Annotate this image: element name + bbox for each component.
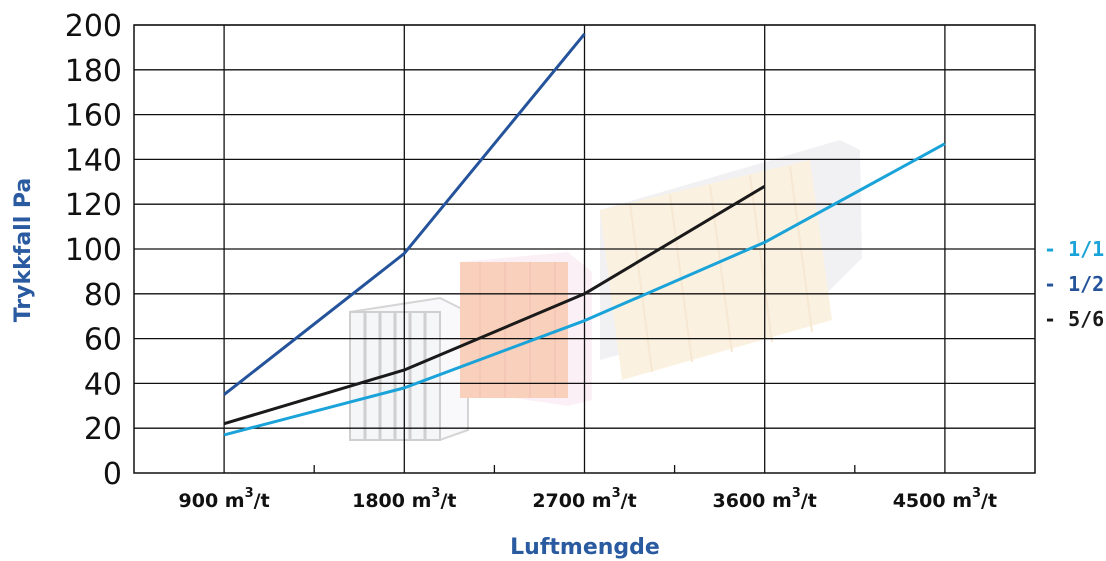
legend: - 1/1 - 1/2 - 5/6 [1044, 237, 1104, 331]
x-axis-title: Luftmengde [510, 535, 660, 560]
filter-illustrations [349, 140, 862, 442]
x-tick-label: 900 m3/t [179, 486, 270, 512]
y-tick-label: 40 [84, 367, 122, 402]
filter-image-medium [460, 252, 592, 406]
y-tick-label: 140 [65, 143, 122, 178]
x-tick-label: 2700 m3/t [532, 486, 636, 512]
y-axis-title: Trykkfall Pa [11, 178, 36, 323]
x-tick-label: 4500 m3/t [893, 486, 997, 512]
legend-item-3: - 5/6 [1044, 307, 1104, 331]
x-tick-label: 1800 m3/t [352, 486, 456, 512]
x-tick-labels: 900 m3/t 1800 m3/t 2700 m3/t 3600 m3/t 4500 … [179, 486, 998, 512]
filter-image-small [349, 296, 469, 442]
series-lines [223, 33, 946, 437]
y-tick-label: 180 [65, 54, 122, 89]
y-tick-label: 60 [84, 323, 122, 358]
y-tick-label: 160 [65, 99, 122, 134]
series-line-3 [223, 184, 766, 426]
x-tick-label: 3600 m3/t [713, 486, 817, 512]
series-line-2 [223, 33, 586, 396]
filter-image-large [600, 140, 862, 380]
series-line-1 [223, 142, 946, 437]
legend-item-2: - 1/2 [1044, 272, 1104, 296]
grid [134, 24, 1035, 473]
y-tick-label: 20 [84, 412, 122, 447]
y-tick-label: 120 [65, 188, 122, 223]
y-tick-label: 200 [65, 9, 122, 44]
axes [133, 24, 1036, 474]
legend-item-1: - 1/1 [1044, 237, 1104, 261]
y-tick-labels: 0 20 40 60 80 100 120 140 160 180 200 [65, 9, 122, 492]
y-tick-label: 0 [103, 457, 122, 492]
y-tick-label: 100 [65, 233, 122, 268]
y-tick-label: 80 [84, 278, 122, 313]
plot-frame [133, 24, 1036, 474]
